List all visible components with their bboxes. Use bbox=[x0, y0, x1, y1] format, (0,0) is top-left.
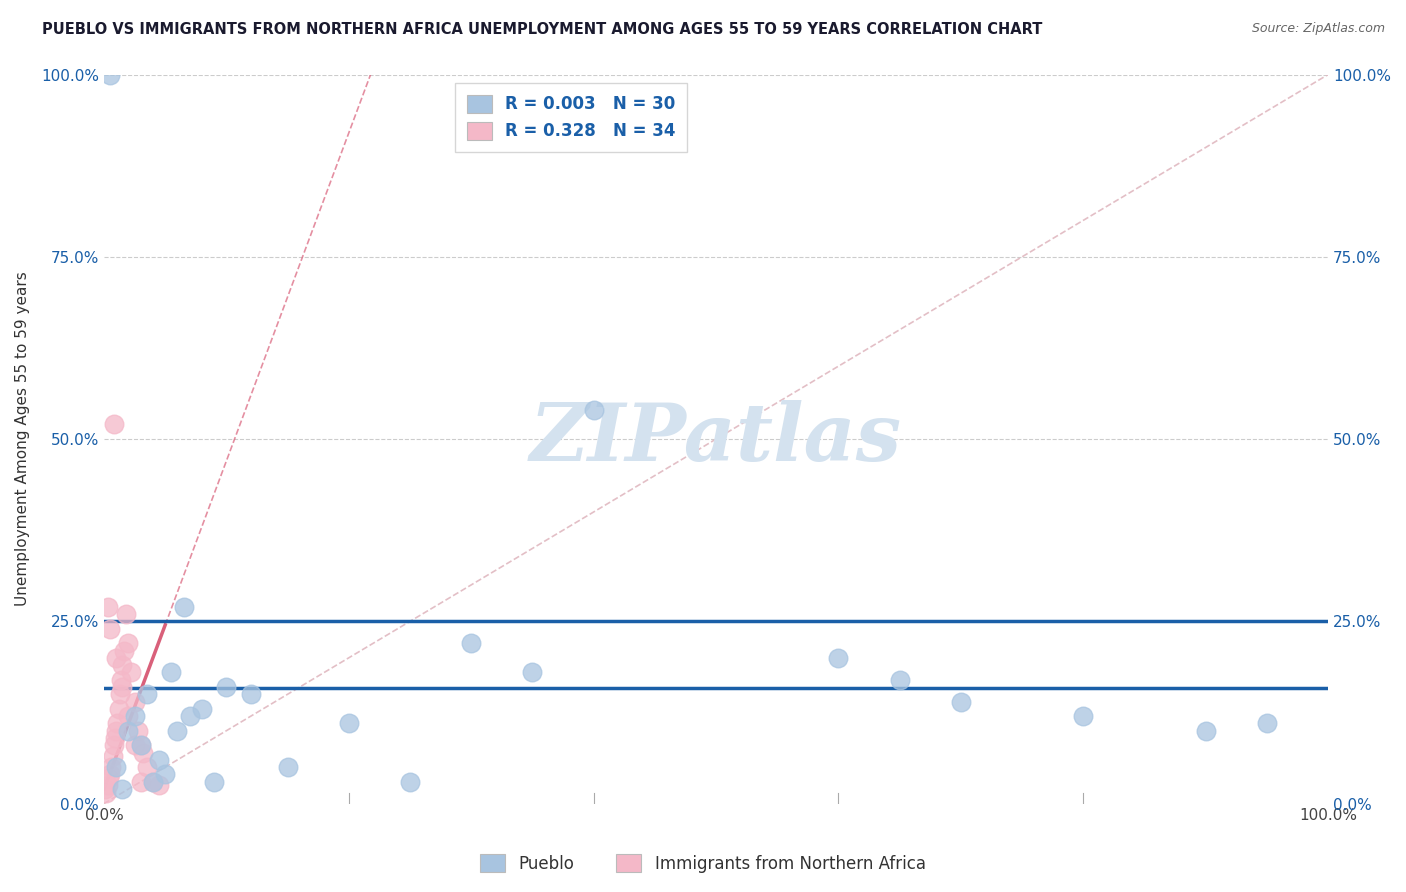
Point bbox=[124, 739, 146, 753]
Point bbox=[129, 739, 152, 753]
Point bbox=[148, 778, 170, 792]
Point bbox=[132, 746, 155, 760]
Point bbox=[97, 778, 120, 792]
Point bbox=[1256, 716, 1278, 731]
Point bbox=[173, 599, 195, 614]
Point bbox=[889, 673, 911, 687]
Point bbox=[98, 767, 121, 781]
Point bbox=[103, 417, 125, 432]
Point bbox=[148, 753, 170, 767]
Point bbox=[105, 650, 128, 665]
Point bbox=[135, 687, 157, 701]
Point bbox=[1071, 709, 1094, 723]
Point bbox=[120, 665, 142, 680]
Point bbox=[582, 403, 605, 417]
Point bbox=[108, 687, 131, 701]
Point bbox=[117, 709, 139, 723]
Point bbox=[522, 665, 544, 680]
Point bbox=[112, 643, 135, 657]
Point bbox=[337, 716, 360, 731]
Point bbox=[117, 723, 139, 738]
Point bbox=[202, 774, 225, 789]
Point bbox=[142, 774, 165, 789]
Point bbox=[124, 709, 146, 723]
Point bbox=[129, 739, 152, 753]
Point bbox=[215, 680, 238, 694]
Text: Source: ZipAtlas.com: Source: ZipAtlas.com bbox=[1251, 22, 1385, 36]
Point bbox=[96, 786, 118, 800]
Point bbox=[110, 673, 132, 687]
Point bbox=[127, 723, 149, 738]
Point bbox=[104, 731, 127, 745]
Point bbox=[111, 680, 134, 694]
Point bbox=[399, 774, 422, 789]
Legend: Pueblo, Immigrants from Northern Africa: Pueblo, Immigrants from Northern Africa bbox=[474, 847, 932, 880]
Point bbox=[115, 607, 138, 621]
Point bbox=[191, 702, 214, 716]
Point bbox=[107, 702, 129, 716]
Point bbox=[277, 760, 299, 774]
Point bbox=[98, 622, 121, 636]
Point bbox=[105, 723, 128, 738]
Point bbox=[105, 760, 128, 774]
Point bbox=[179, 709, 201, 723]
Y-axis label: Unemployment Among Ages 55 to 59 years: Unemployment Among Ages 55 to 59 years bbox=[15, 272, 30, 607]
Point bbox=[103, 739, 125, 753]
Point bbox=[239, 687, 262, 701]
Point bbox=[107, 716, 129, 731]
Point bbox=[111, 658, 134, 673]
Point bbox=[160, 665, 183, 680]
Text: ZIPatlas: ZIPatlas bbox=[530, 401, 903, 478]
Point bbox=[117, 636, 139, 650]
Point bbox=[142, 774, 165, 789]
Point bbox=[949, 694, 972, 708]
Point bbox=[111, 782, 134, 797]
Point bbox=[129, 774, 152, 789]
Legend: R = 0.003   N = 30, R = 0.328   N = 34: R = 0.003 N = 30, R = 0.328 N = 34 bbox=[456, 83, 688, 152]
Point bbox=[166, 723, 188, 738]
Point bbox=[101, 749, 124, 764]
Point bbox=[100, 760, 122, 774]
Point bbox=[1195, 723, 1218, 738]
Point bbox=[94, 782, 117, 797]
Point bbox=[124, 694, 146, 708]
Point bbox=[460, 636, 482, 650]
Point bbox=[153, 767, 176, 781]
Point bbox=[97, 599, 120, 614]
Point bbox=[98, 68, 121, 82]
Point bbox=[827, 650, 849, 665]
Point bbox=[135, 760, 157, 774]
Text: PUEBLO VS IMMIGRANTS FROM NORTHERN AFRICA UNEMPLOYMENT AMONG AGES 55 TO 59 YEARS: PUEBLO VS IMMIGRANTS FROM NORTHERN AFRIC… bbox=[42, 22, 1043, 37]
Point bbox=[97, 771, 120, 785]
